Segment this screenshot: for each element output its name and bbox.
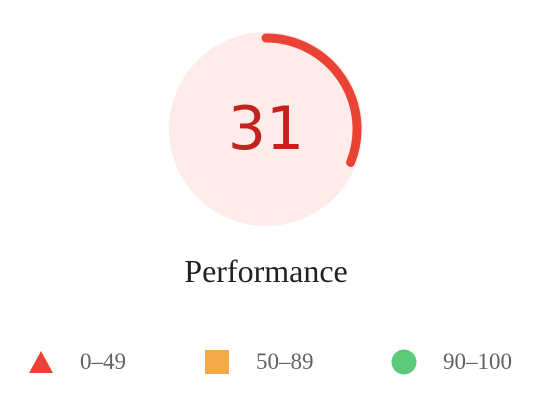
legend-item-pass: 90–100 xyxy=(391,340,512,384)
legend-label-pass: 90–100 xyxy=(443,349,512,374)
green-circle-icon xyxy=(391,349,417,375)
gauge-background xyxy=(169,32,363,226)
performance-score: 31 xyxy=(227,94,305,164)
gauge-graphic xyxy=(169,32,363,226)
legend-item-average: 50–89 xyxy=(204,340,314,384)
orange-square-icon xyxy=(204,349,230,375)
legend-label-average: 50–89 xyxy=(256,349,314,374)
score-scale-legend: 0–49 50–89 90–100 xyxy=(0,340,540,384)
red-triangle-icon xyxy=(28,349,54,375)
legend-label-fail: 0–49 xyxy=(80,349,126,374)
category-title: Performance xyxy=(184,253,348,289)
performance-gauge: 31 xyxy=(168,31,364,227)
gauge-score-arc xyxy=(261,33,362,167)
legend-item-fail: 0–49 xyxy=(28,340,126,384)
